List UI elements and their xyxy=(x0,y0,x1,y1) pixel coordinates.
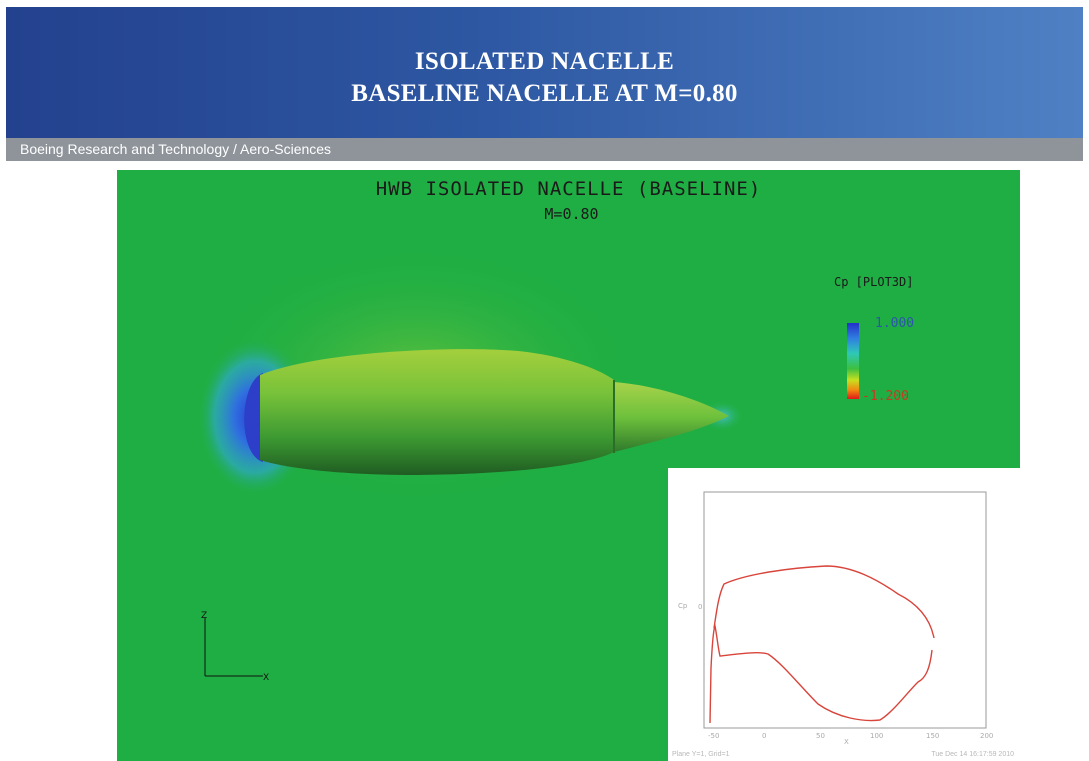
cp-inset-svg: -50 0 50 100 150 200 X Cp 0 xyxy=(678,491,993,746)
inlet-lip xyxy=(244,373,263,462)
x-tick-label: 200 xyxy=(980,732,993,740)
colorbar-min-label: -1.200 xyxy=(862,389,909,404)
x-tick-label: -50 xyxy=(708,732,719,740)
colorbar-max-label: 1.000 xyxy=(875,316,915,331)
inset-footer-left: Plane Y=1, Grid=1 xyxy=(672,751,730,758)
plot-subtitle: M=0.80 xyxy=(544,205,599,223)
nacelle-body xyxy=(260,349,614,475)
y-axis-label: Cp xyxy=(678,602,688,610)
slide-header: ISOLATED NACELLE BASELINE NACELLE AT M=0… xyxy=(6,7,1083,138)
nacelle-render: Z X xyxy=(197,245,859,683)
colorbar xyxy=(847,323,859,399)
triad-z-label: Z xyxy=(201,611,207,621)
org-bar: Boeing Research and Technology / Aero-Sc… xyxy=(6,138,1083,161)
slide-title-line1: ISOLATED NACELLE xyxy=(414,48,675,75)
exhaust-plug xyxy=(614,382,729,452)
x-axis-label: X xyxy=(844,738,849,746)
y-tick-label: 0 xyxy=(698,603,702,611)
triad-x-label: X xyxy=(263,673,269,683)
x-tick-label: 0 xyxy=(762,732,766,740)
colorbar-title: Cp [PLOT3D] xyxy=(834,275,914,289)
inset-footer-right: Tue Dec 14 16:17:59 2010 xyxy=(931,751,1014,758)
cfd-visualization: Z X HWB ISOLATED NACELLE (BASELINE) M=0.… xyxy=(117,170,1020,761)
cp-lower-curve xyxy=(709,623,933,724)
cp-upper-curve xyxy=(713,565,935,639)
x-tick-label: 100 xyxy=(870,732,883,740)
cp-inset-plot: -50 0 50 100 150 200 X Cp 0 Plane Y=1, G… xyxy=(668,468,1020,761)
plot-title: HWB ISOLATED NACELLE (BASELINE) xyxy=(375,178,762,200)
x-tick-label: 50 xyxy=(816,732,825,740)
x-tick-label: 150 xyxy=(926,732,939,740)
inset-frame xyxy=(703,491,987,729)
slide-title-line2: BASELINE NACELLE AT M=0.80 xyxy=(351,80,738,107)
org-label: Boeing Research and Technology / Aero-Sc… xyxy=(20,141,332,157)
